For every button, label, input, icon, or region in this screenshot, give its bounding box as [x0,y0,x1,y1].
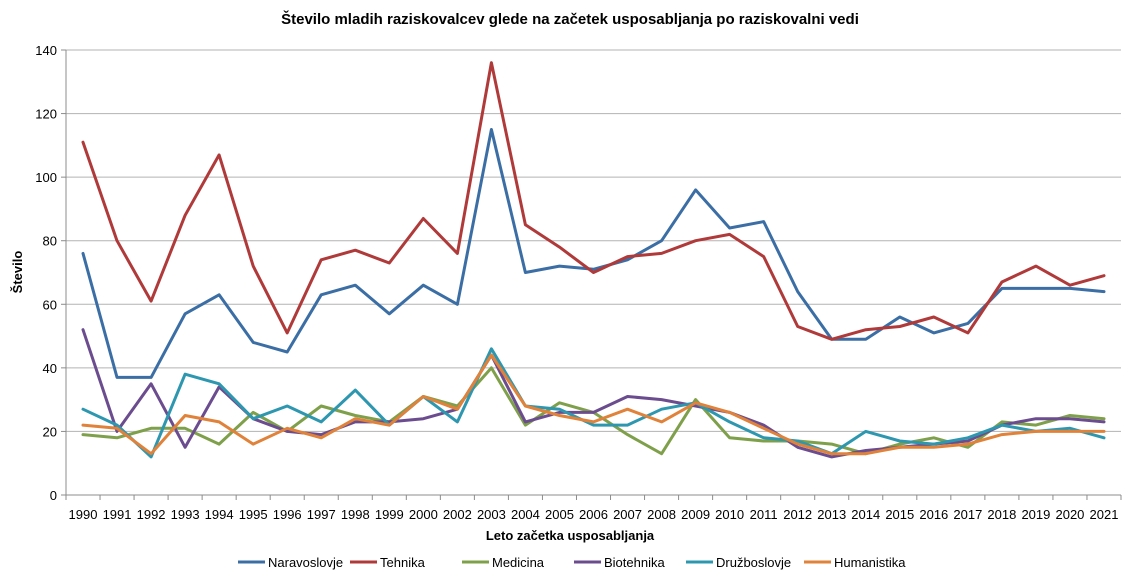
x-tick-label: 1990 [69,507,98,522]
x-tick-label: 2018 [987,507,1016,522]
chart-title: Število mladih raziskovalcev glede na za… [281,10,859,28]
series-line-družboslovje [81,347,1106,459]
x-axis-title: Leto začetka usposabljanja [486,528,655,543]
y-tick-label: 120 [35,107,57,122]
y-tick-label: 60 [43,297,57,312]
legend-label: Tehnika [380,555,426,570]
legend: Naravoslovje Tehnika Medicina Biotehnika Dru… [238,555,906,570]
x-tick-label: 1999 [375,507,404,522]
x-tick-label: 2003 [477,507,506,522]
y-axis: 0 20 40 60 80 100 120 140 [35,43,67,503]
x-tick-label: 2007 [613,507,642,522]
series-line-humanistika [81,353,1106,456]
series-line-naravoslovje [81,128,1106,379]
x-tick-label: 2009 [681,507,710,522]
legend-label: Humanistika [834,555,906,570]
y-tick-label: 100 [35,170,57,185]
x-tick-label: 2012 [783,507,812,522]
series-line-biotehnika [81,328,1106,459]
y-tick-label: 40 [43,361,57,376]
x-tick-label: 2020 [1055,507,1084,522]
x-tick-label: 2006 [579,507,608,522]
x-tick-label: 2013 [817,507,846,522]
x-tick-label: 1997 [307,507,336,522]
x-tick-label: 1995 [239,507,268,522]
x-axis: 1990 1991 1992 1993 1994 1995 1996 1997 1998 1999… [65,494,1122,522]
x-tick-label: 1992 [137,507,166,522]
y-axis-title: Število [10,251,25,294]
x-tick-label: 2000 [409,507,438,522]
series-lines [81,61,1106,459]
x-tick-label: 1998 [341,507,370,522]
x-tick-label: 2019 [1021,507,1050,522]
y-tick-label: 80 [43,234,57,249]
x-tick-label: 1991 [103,507,132,522]
x-tick-label: 2014 [851,507,880,522]
x-tick-label: 2005 [545,507,574,522]
x-tick-label: 2016 [919,507,948,522]
legend-label: Naravoslovje [268,555,343,570]
x-tick-label: 1994 [205,507,234,522]
x-tick-label: 2015 [885,507,914,522]
x-tick-label: 2021 [1090,507,1119,522]
y-tick-label: 0 [50,488,57,503]
x-tick-label: 2011 [750,507,778,522]
gridlines [66,49,1121,496]
x-tick-label: 2017 [953,507,982,522]
y-tick-label: 140 [35,43,57,58]
series-line-tehnika [81,61,1106,341]
legend-label: Družboslovje [716,555,791,570]
legend-label: Biotehnika [604,555,665,570]
legend-label: Medicina [492,555,545,570]
x-tick-label: 2008 [647,507,676,522]
x-tick-label: 2010 [715,507,744,522]
x-tick-label: 2004 [511,507,540,522]
x-tick-label: 2002 [443,507,472,522]
y-tick-label: 20 [43,424,57,439]
x-tick-label: 1993 [171,507,200,522]
x-tick-label: 1996 [273,507,302,522]
